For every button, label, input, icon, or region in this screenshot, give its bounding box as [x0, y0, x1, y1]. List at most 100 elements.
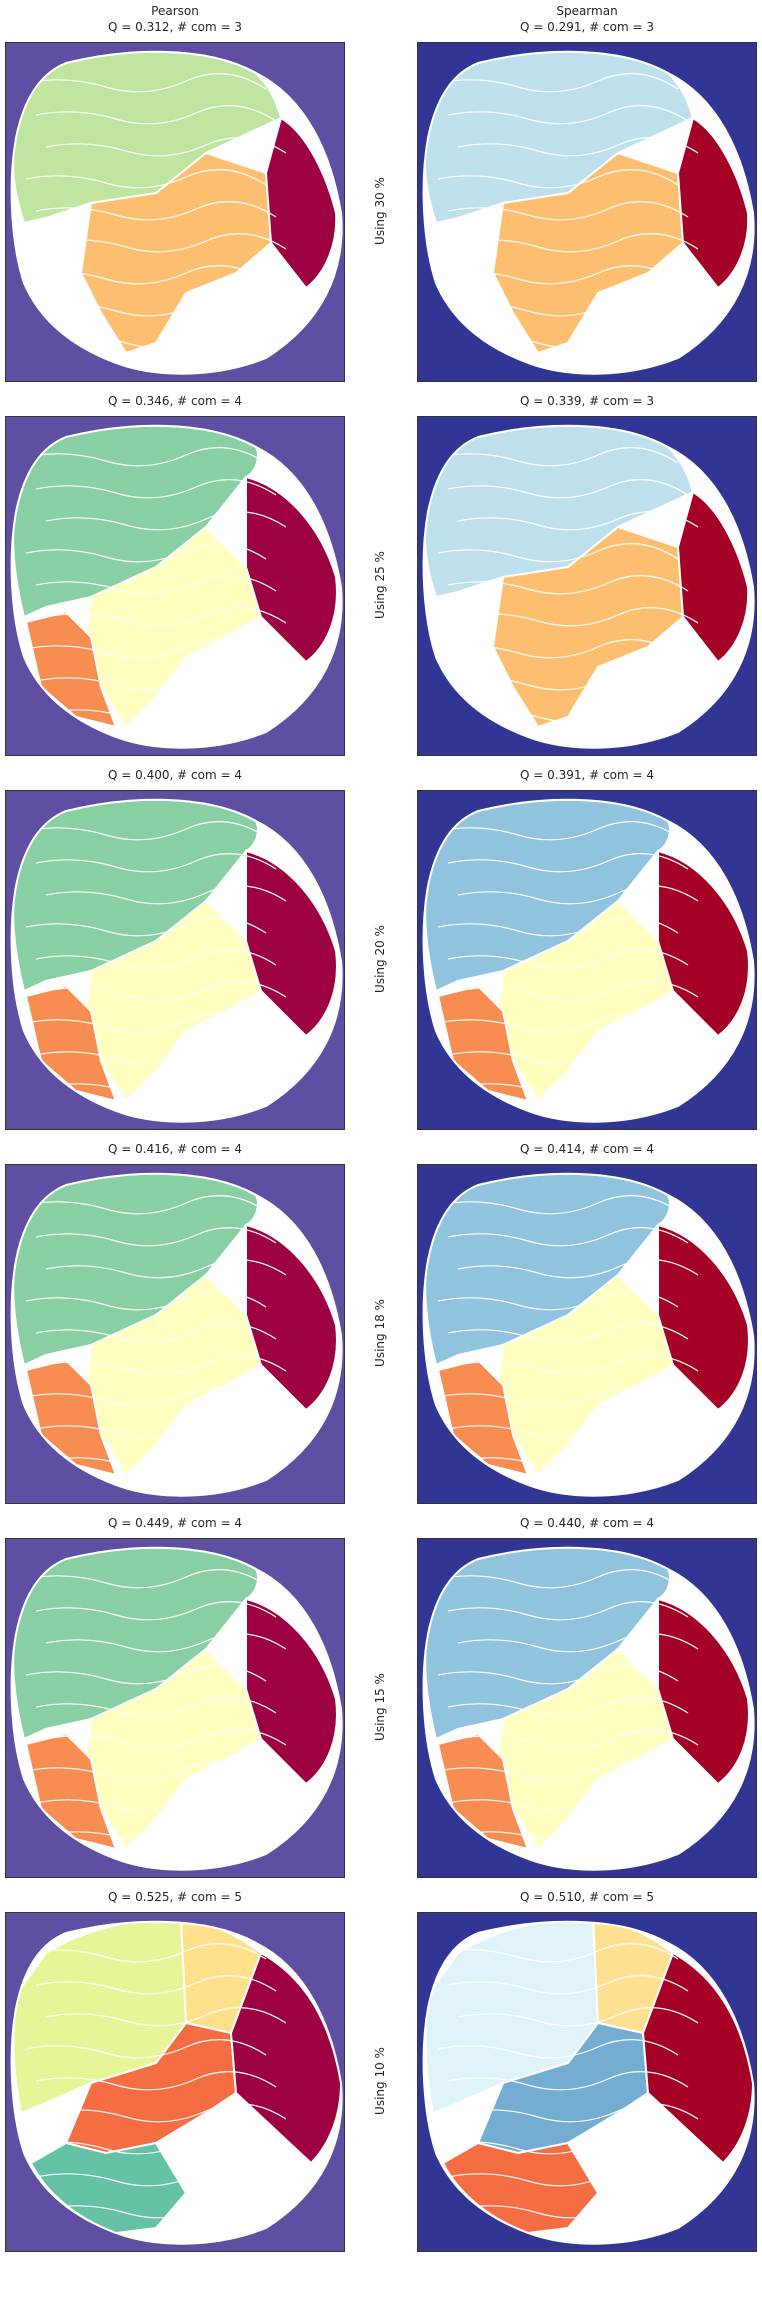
community-map-spearman-row-2	[417, 790, 757, 1130]
community-region	[657, 1223, 750, 1412]
parcel-boundary	[457, 1451, 699, 1471]
parcel-boundary	[45, 1077, 287, 1097]
row-label-threshold: Using 18 %	[373, 1299, 387, 1367]
parcel-boundary	[45, 1451, 287, 1471]
q-label-pearson: Q = 0.416, # com = 4	[108, 1142, 242, 1156]
parcel-boundary	[447, 2167, 689, 2187]
community-map-spearman-row-1	[417, 416, 757, 756]
brain-border	[10, 1172, 343, 1497]
parcel-boundary	[457, 607, 699, 627]
parcel-boundary	[35, 1601, 277, 1621]
parcel-boundary	[45, 137, 287, 157]
parcel-boundary	[447, 2071, 689, 2091]
parcel-boundary	[35, 479, 277, 499]
community-map-spearman-row-3	[417, 1164, 757, 1504]
parcel-boundary	[25, 1291, 267, 1311]
parcel-boundary	[35, 1419, 277, 1439]
q-label-pearson: Q = 0.346, # com = 4	[108, 394, 242, 408]
parcel-boundary	[447, 1045, 689, 1065]
community-region	[245, 1223, 338, 1412]
row-label-threshold: Using 15 %	[373, 1673, 387, 1741]
parcel-boundary	[447, 1975, 689, 1995]
parcel-boundary	[45, 981, 287, 1001]
community-map-pearson-row-0	[5, 42, 345, 382]
parcel-boundary	[45, 703, 287, 723]
parcel-boundary	[457, 1633, 699, 1653]
parcel-boundary	[437, 821, 679, 841]
parcel-boundary	[457, 1259, 699, 1279]
parcel-boundary	[437, 1291, 679, 1311]
parcel-boundary	[447, 1323, 689, 1343]
parcel-boundary	[457, 329, 699, 349]
parcel-boundary	[45, 1259, 287, 1279]
parcel-boundary	[35, 1697, 277, 1717]
parcel-boundary	[25, 265, 267, 285]
parcel-boundary	[447, 575, 689, 595]
parcel-boundary	[437, 639, 679, 659]
parcel-boundary	[25, 1569, 267, 1589]
parcel-boundary	[35, 201, 277, 221]
parcel-boundary	[35, 1975, 277, 1995]
parcel-boundary	[25, 169, 267, 189]
q-label-pearson: Q = 0.400, # com = 4	[108, 768, 242, 782]
parcel-boundary	[45, 607, 287, 627]
q-label-spearman: Q = 0.291, # com = 3	[520, 20, 654, 34]
parcel-boundary	[457, 981, 699, 1001]
parcel-boundary	[447, 853, 689, 873]
community-map-pearson-row-2	[5, 790, 345, 1130]
parcel-boundary	[447, 1793, 689, 1813]
parcel-boundary	[437, 917, 679, 937]
parcel-boundary	[25, 447, 267, 467]
community-region	[29, 2141, 188, 2235]
q-label-spearman: Q = 0.391, # com = 4	[520, 768, 654, 782]
parcel-boundary	[457, 511, 699, 531]
parcel-boundary	[25, 2039, 267, 2059]
parcel-boundary	[35, 671, 277, 691]
parcel-boundary	[45, 233, 287, 253]
brain-border	[422, 798, 755, 1123]
parcel-boundary	[25, 1013, 267, 1033]
parcel-boundary	[35, 1793, 277, 1813]
parcel-boundary	[457, 1077, 699, 1097]
parcel-boundary	[35, 105, 277, 125]
row-label-threshold: Using 20 %	[373, 925, 387, 993]
parcel-boundary	[457, 1729, 699, 1749]
community-region	[441, 2141, 600, 2235]
parcel-boundary	[437, 1943, 679, 1963]
q-label-spearman: Q = 0.414, # com = 4	[520, 1142, 654, 1156]
brain-border	[10, 1920, 343, 2245]
parcel-boundary	[35, 1323, 277, 1343]
parcel-boundary	[447, 201, 689, 221]
brain-border	[422, 424, 755, 749]
parcel-boundary	[25, 821, 267, 841]
parcel-boundary	[447, 1227, 689, 1247]
parcel-boundary	[457, 137, 699, 157]
parcel-boundary	[437, 1195, 679, 1215]
parcel-boundary	[447, 1419, 689, 1439]
parcel-boundary	[35, 575, 277, 595]
row-label-threshold: Using 30 %	[373, 177, 387, 245]
parcel-boundary	[437, 1665, 679, 1685]
parcel-boundary	[437, 265, 679, 285]
community-map-spearman-row-4	[417, 1538, 757, 1878]
parcel-boundary	[35, 2071, 277, 2091]
parcel-boundary	[45, 2007, 287, 2027]
parcel-boundary	[447, 949, 689, 969]
community-region	[264, 116, 338, 290]
q-label-spearman: Q = 0.510, # com = 5	[520, 1890, 654, 1904]
parcel-boundary	[25, 1195, 267, 1215]
q-label-spearman: Q = 0.339, # com = 3	[520, 394, 654, 408]
parcel-boundary	[45, 1729, 287, 1749]
community-map-pearson-row-5	[5, 1912, 345, 2252]
parcel-boundary	[45, 1825, 287, 1845]
parcel-boundary	[447, 297, 689, 317]
parcel-boundary	[437, 1387, 679, 1407]
community-map-spearman-row-5	[417, 1912, 757, 2252]
parcel-boundary	[45, 329, 287, 349]
parcel-boundary	[457, 233, 699, 253]
community-region	[657, 849, 750, 1038]
q-label-pearson: Q = 0.312, # com = 3	[108, 20, 242, 34]
row-label-threshold: Using 10 %	[373, 2047, 387, 2115]
parcel-boundary	[45, 1633, 287, 1653]
parcel-boundary	[447, 105, 689, 125]
